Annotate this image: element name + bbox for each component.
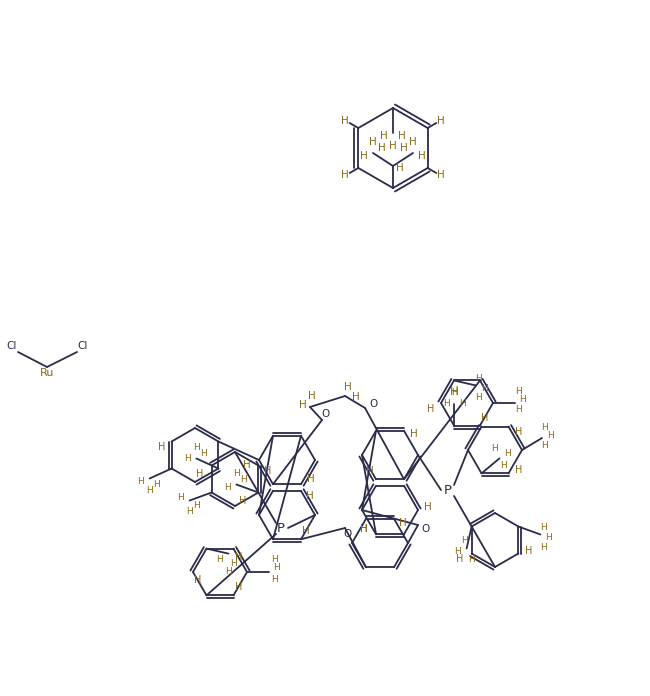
Text: H: H xyxy=(307,474,315,484)
Text: H: H xyxy=(462,536,468,545)
Text: H: H xyxy=(547,432,553,441)
Text: H: H xyxy=(541,441,549,450)
Text: H: H xyxy=(235,552,242,562)
Text: Cl: Cl xyxy=(6,341,17,351)
Text: H: H xyxy=(360,151,368,161)
Text: H: H xyxy=(540,543,547,552)
Text: H: H xyxy=(409,137,417,147)
Text: H: H xyxy=(396,163,404,173)
Text: O: O xyxy=(322,409,330,419)
Text: H: H xyxy=(302,526,310,536)
Text: H: H xyxy=(274,564,280,573)
Text: H: H xyxy=(137,477,144,486)
Text: H: H xyxy=(437,116,445,125)
Text: H: H xyxy=(360,524,368,534)
Text: H: H xyxy=(158,443,165,452)
Text: H: H xyxy=(443,399,449,408)
Text: H: H xyxy=(519,395,526,404)
Text: H: H xyxy=(400,143,408,153)
Text: H: H xyxy=(196,469,203,479)
Text: H: H xyxy=(480,384,488,393)
Text: H: H xyxy=(239,496,247,506)
Text: H: H xyxy=(306,491,314,500)
Text: H: H xyxy=(427,404,435,414)
Text: H: H xyxy=(243,460,251,470)
Text: H: H xyxy=(341,171,349,180)
Text: H: H xyxy=(177,493,184,502)
Text: H: H xyxy=(491,444,498,453)
Text: H: H xyxy=(500,461,507,470)
Text: H: H xyxy=(456,553,463,564)
Text: H: H xyxy=(410,429,418,438)
Text: H: H xyxy=(153,480,160,489)
Text: H: H xyxy=(193,501,200,510)
Text: P: P xyxy=(277,521,285,535)
Text: H: H xyxy=(540,523,547,532)
Text: H: H xyxy=(230,559,237,568)
Text: O: O xyxy=(369,399,377,409)
Text: H: H xyxy=(418,151,426,161)
Text: H: H xyxy=(369,137,377,147)
Text: H: H xyxy=(193,443,200,452)
Text: H: H xyxy=(308,391,316,401)
Text: H: H xyxy=(224,483,231,492)
Text: H: H xyxy=(341,116,349,125)
Text: O: O xyxy=(344,529,352,539)
Text: P: P xyxy=(444,484,452,496)
Text: H: H xyxy=(525,546,532,555)
Text: H: H xyxy=(216,555,223,564)
Text: H: H xyxy=(515,406,521,415)
Text: H: H xyxy=(360,524,368,534)
Text: H: H xyxy=(380,131,388,141)
Text: H: H xyxy=(378,143,386,153)
Text: H: H xyxy=(481,413,489,422)
Text: Cl: Cl xyxy=(78,341,88,351)
Text: H: H xyxy=(541,422,549,432)
Text: H: H xyxy=(398,131,406,141)
Text: H: H xyxy=(270,555,278,564)
Text: H: H xyxy=(270,576,278,585)
Text: H: H xyxy=(437,171,445,180)
Text: H: H xyxy=(545,533,552,542)
Text: H: H xyxy=(450,388,458,397)
Text: H: H xyxy=(515,388,521,397)
Text: H: H xyxy=(459,399,465,408)
Text: H: H xyxy=(352,392,360,402)
Text: H: H xyxy=(146,486,153,495)
Text: H: H xyxy=(515,466,522,475)
Text: H: H xyxy=(235,583,242,592)
Text: H: H xyxy=(515,427,522,436)
Text: O: O xyxy=(422,524,430,534)
Text: H: H xyxy=(389,141,397,151)
Text: H: H xyxy=(399,518,407,528)
Text: H: H xyxy=(468,555,475,564)
Text: H: H xyxy=(476,393,482,402)
Text: H: H xyxy=(450,385,458,398)
Text: H: H xyxy=(504,449,511,458)
Text: H: H xyxy=(366,466,374,476)
Text: H: H xyxy=(240,475,247,484)
Text: H: H xyxy=(233,469,240,478)
Text: H: H xyxy=(476,374,482,383)
Text: H: H xyxy=(454,547,461,556)
Text: H: H xyxy=(225,567,232,576)
Text: H: H xyxy=(344,382,352,392)
Text: H: H xyxy=(264,466,271,475)
Text: H: H xyxy=(424,502,432,512)
Text: H: H xyxy=(200,449,207,458)
Text: Ru: Ru xyxy=(40,368,54,378)
Text: H: H xyxy=(187,507,193,516)
Text: H: H xyxy=(299,400,307,410)
Text: H: H xyxy=(184,454,190,463)
Text: H: H xyxy=(194,575,202,585)
